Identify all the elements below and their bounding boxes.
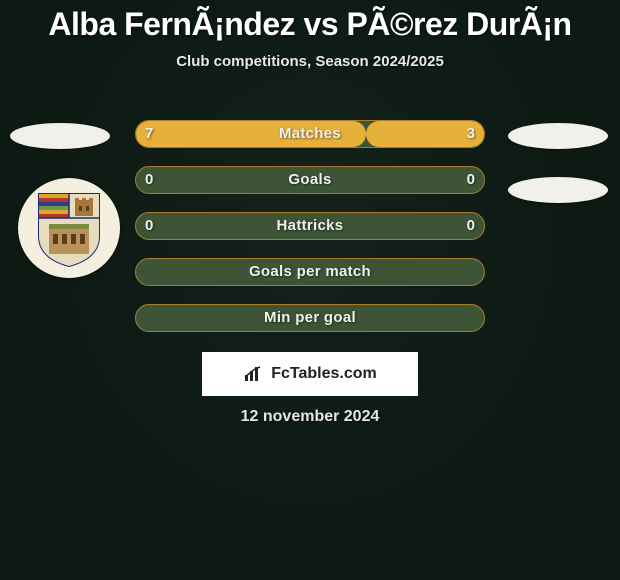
brand-pre: Fc (271, 365, 290, 382)
page-title: Alba FernÃ¡ndez vs PÃ©rez DurÃ¡n (0, 0, 620, 43)
bars-icon (243, 365, 265, 383)
snapshot-date: 12 november 2024 (0, 408, 620, 426)
brand-strong: Tables (290, 365, 340, 382)
stat-row: Min per goal (0, 304, 620, 332)
stat-label: Goals per match (135, 258, 485, 286)
stat-label: Goals (135, 166, 485, 194)
player-right-marker-2 (508, 177, 608, 203)
stat-label: Min per goal (135, 304, 485, 332)
brand-text: FcTables.com (271, 365, 377, 383)
stat-label: Matches (135, 120, 485, 148)
stat-label: Hattricks (135, 212, 485, 240)
player-left-marker (10, 123, 110, 149)
page-subtitle: Club competitions, Season 2024/2025 (0, 53, 620, 70)
player-right-marker-1 (508, 123, 608, 149)
comparison-card: Alba FernÃ¡ndez vs PÃ©rez DurÃ¡n Club co… (0, 0, 620, 580)
brand-post: .com (339, 365, 376, 382)
brand-footer: FcTables.com (202, 352, 418, 396)
shield-icon (35, 188, 103, 268)
club-crest-left (18, 178, 120, 278)
